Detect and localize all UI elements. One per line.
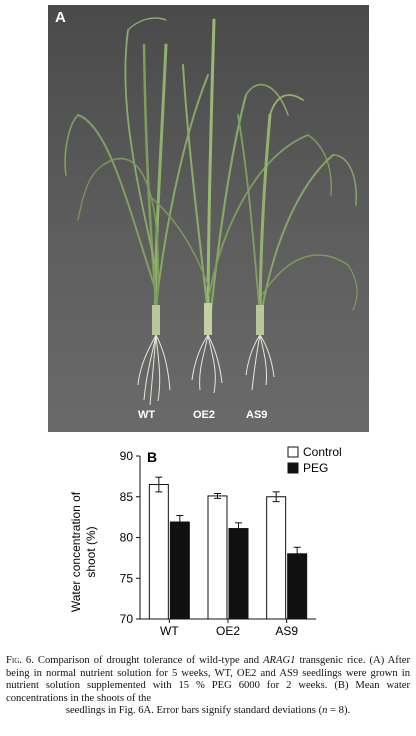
x-tick-label: AS9 <box>275 624 298 638</box>
rice-plants-photo <box>48 5 369 432</box>
plant-label-as9: AS9 <box>246 409 268 421</box>
bar-control-oe2 <box>207 495 228 620</box>
caption-n-variable: n <box>322 705 328 717</box>
bar-peg-as9 <box>287 553 308 620</box>
y-tick-label: 90 <box>120 449 134 463</box>
figure-caption: Fig. 6. Comparison of drought tolerance … <box>6 655 410 718</box>
bar-peg-wt <box>169 521 190 620</box>
legend-label-control: Control <box>303 445 342 459</box>
caption-gene-name: ARAG1 <box>263 655 296 666</box>
y-axis-label-line-2: shoot (%) <box>84 526 98 577</box>
x-tick-label: OE2 <box>216 624 240 638</box>
y-axis-label-line-1: Water concentration of <box>69 491 83 612</box>
caption-text-4: = 8). <box>327 705 351 717</box>
y-tick-label: 80 <box>120 531 134 545</box>
y-tick-label: 85 <box>120 490 134 504</box>
bar-control-wt <box>148 484 169 620</box>
panel-a-letter: A <box>55 9 66 26</box>
y-tick-label: 75 <box>120 571 134 585</box>
legend-swatch-control <box>287 446 299 458</box>
photo-panel: A WT OE2 AS9 <box>48 5 369 432</box>
caption-text-1: Comparison of drought tolerance of wild-… <box>33 655 264 666</box>
water-concentration-chart: 70 75 80 85 90 WT OE2 AS9 Control PEG B Water co… <box>69 445 342 638</box>
bar-control-as9 <box>266 496 287 620</box>
plant-label-wt: WT <box>138 409 156 421</box>
panel-b-letter: B <box>147 449 157 465</box>
legend-label-peg: PEG <box>303 461 328 475</box>
caption-text-3: seedlings in Fig. 6A. Error bars signify… <box>65 705 323 717</box>
caption-text-2: transgenic rice. (A) After being in norm… <box>6 655 410 704</box>
bar-peg-oe2 <box>228 528 249 620</box>
y-tick-label: 70 <box>120 612 134 626</box>
caption-fig-label: Fig. 6. <box>6 655 34 666</box>
legend-swatch-peg <box>287 462 299 474</box>
x-tick-label: WT <box>160 624 179 638</box>
plant-label-oe2: OE2 <box>193 409 216 421</box>
